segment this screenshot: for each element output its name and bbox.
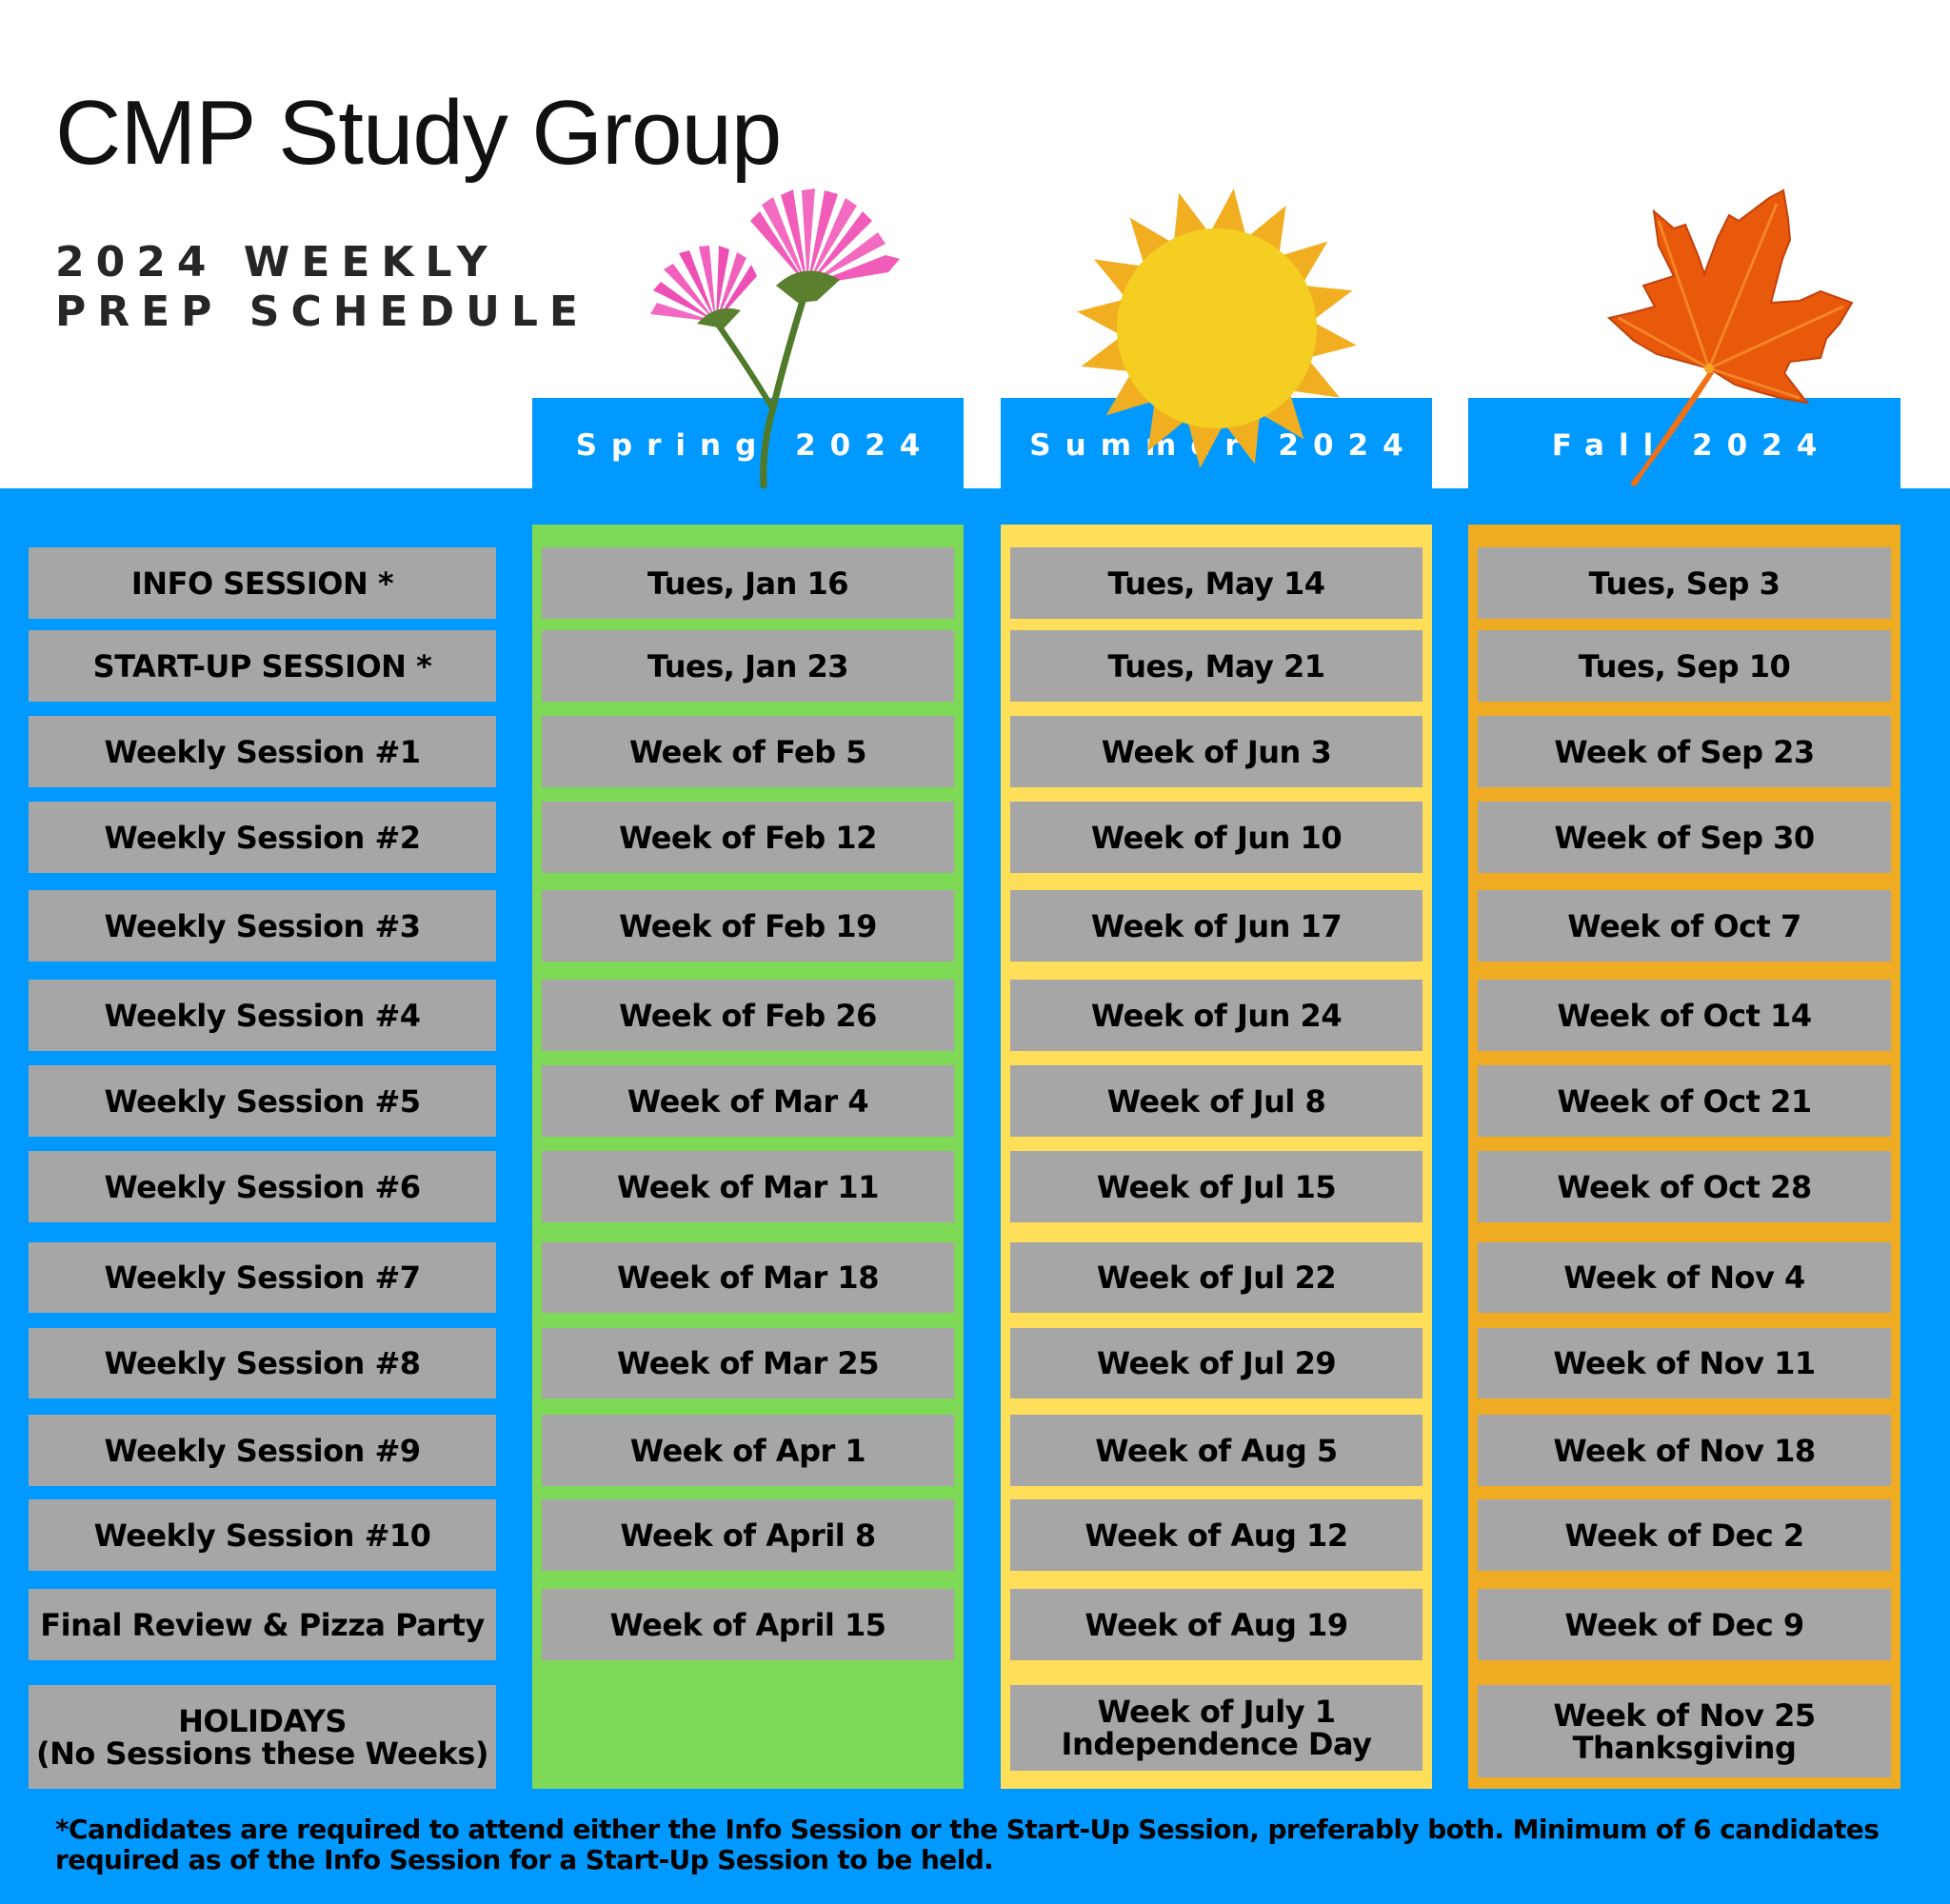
- spring-date-cell: Week of Mar 11: [542, 1151, 954, 1222]
- spring-date-cell: Week of Feb 26: [542, 980, 954, 1051]
- spring-date-cell: Tues, Jan 23: [542, 630, 954, 702]
- fall-date-cell: Tues, Sep 10: [1478, 630, 1891, 702]
- session-label: HOLIDAYS (No Sessions these Weeks): [29, 1685, 496, 1789]
- fall-date-cell: Week of Sep 30: [1478, 802, 1891, 873]
- fall-date-cell: Week of Oct 21: [1478, 1065, 1891, 1137]
- fall-date-cell: Week of Sep 23: [1478, 716, 1891, 787]
- fall-date-cell: Week of Oct 28: [1478, 1151, 1891, 1222]
- summer-date-cell: Week of Jun 17: [1010, 890, 1423, 962]
- fall-date-cell: Week of Oct 7: [1478, 890, 1891, 962]
- session-label: START-UP SESSION *: [29, 630, 496, 702]
- page-title: CMP Study Group: [55, 82, 782, 184]
- season-header-label: Fall 2024: [1551, 428, 1832, 463]
- footnote: *Candidates are required to attend eithe…: [55, 1814, 1880, 1875]
- summer-date-cell: Week of Jun 10: [1010, 802, 1423, 873]
- summer-date-cell: Week of July 1 Independence Day: [1010, 1685, 1423, 1771]
- spring-date-cell: Week of Feb 19: [542, 890, 954, 962]
- spring-date-cell: Week of Apr 1: [542, 1415, 954, 1486]
- spring-date-cell: Week of Mar 4: [542, 1065, 954, 1137]
- summer-date-cell: Week of Jul 22: [1010, 1242, 1423, 1313]
- spring-date-cell: Week of Mar 25: [542, 1328, 954, 1398]
- session-label: Weekly Session #5: [29, 1065, 496, 1137]
- session-label: Weekly Session #7: [29, 1242, 496, 1313]
- fall-date-cell: Week of Nov 25 Thanksgiving: [1478, 1685, 1891, 1777]
- season-header-fall: Fall 2024: [1468, 398, 1900, 489]
- summer-date-cell: Week of Jul 15: [1010, 1151, 1423, 1222]
- summer-date-cell: Week of Aug 12: [1010, 1499, 1423, 1571]
- summer-date-cell: Week of Jun 24: [1010, 980, 1423, 1051]
- session-label: Weekly Session #4: [29, 980, 496, 1051]
- fall-date-cell: Tues, Sep 3: [1478, 547, 1891, 619]
- summer-date-cell: Week of Jun 3: [1010, 716, 1423, 787]
- spring-date-cell: Week of Feb 5: [542, 716, 954, 787]
- spring-date-cell: Week of Feb 12: [542, 802, 954, 873]
- session-label: Weekly Session #1: [29, 716, 496, 787]
- session-label: Weekly Session #10: [29, 1499, 496, 1571]
- summer-date-cell: Week of Jul 8: [1010, 1065, 1423, 1137]
- session-label: Final Review & Pizza Party: [29, 1589, 496, 1660]
- fall-column: Tues, Sep 3 Tues, Sep 10 Week of Sep 23 Wee…: [1468, 525, 1900, 1789]
- season-header-spring: Spring 2024: [532, 398, 964, 489]
- fall-date-cell: Week of Dec 2: [1478, 1499, 1891, 1571]
- session-label: Weekly Session #3: [29, 890, 496, 962]
- spring-date-cell: Week of April 8: [542, 1499, 954, 1571]
- summer-date-cell: Tues, May 21: [1010, 630, 1423, 702]
- summer-date-cell: Week of Aug 5: [1010, 1415, 1423, 1486]
- summer-date-cell: Tues, May 14: [1010, 547, 1423, 619]
- session-label: Weekly Session #9: [29, 1415, 496, 1486]
- fall-date-cell: Week of Nov 18: [1478, 1415, 1891, 1486]
- session-label: Weekly Session #6: [29, 1151, 496, 1222]
- page-subtitle: 2024 WEEKLY PREP SCHEDULE: [55, 238, 589, 336]
- spring-column: Tues, Jan 16 Tues, Jan 23 Week of Feb 5 Wee…: [532, 525, 964, 1789]
- season-header-label: Summer 2024: [1029, 428, 1418, 463]
- season-header-summer: Summer 2024: [1001, 398, 1432, 489]
- spring-date-cell: Tues, Jan 16: [542, 547, 954, 619]
- fall-date-cell: Week of Dec 9: [1478, 1589, 1891, 1660]
- summer-date-cell: Week of Aug 19: [1010, 1589, 1423, 1660]
- spring-date-cell: Week of April 15: [542, 1589, 954, 1660]
- summer-date-cell: Week of Jul 29: [1010, 1328, 1423, 1398]
- season-header-label: Spring 2024: [575, 428, 935, 463]
- session-label: INFO SESSION *: [29, 547, 496, 619]
- fall-date-cell: Week of Oct 14: [1478, 980, 1891, 1051]
- spring-date-cell: Week of Mar 18: [542, 1242, 954, 1313]
- fall-date-cell: Week of Nov 11: [1478, 1328, 1891, 1398]
- session-label: Weekly Session #2: [29, 802, 496, 873]
- summer-column: Tues, May 14 Tues, May 21 Week of Jun 3 Wee…: [1001, 525, 1432, 1789]
- session-label: Weekly Session #8: [29, 1328, 496, 1398]
- fall-date-cell: Week of Nov 4: [1478, 1242, 1891, 1313]
